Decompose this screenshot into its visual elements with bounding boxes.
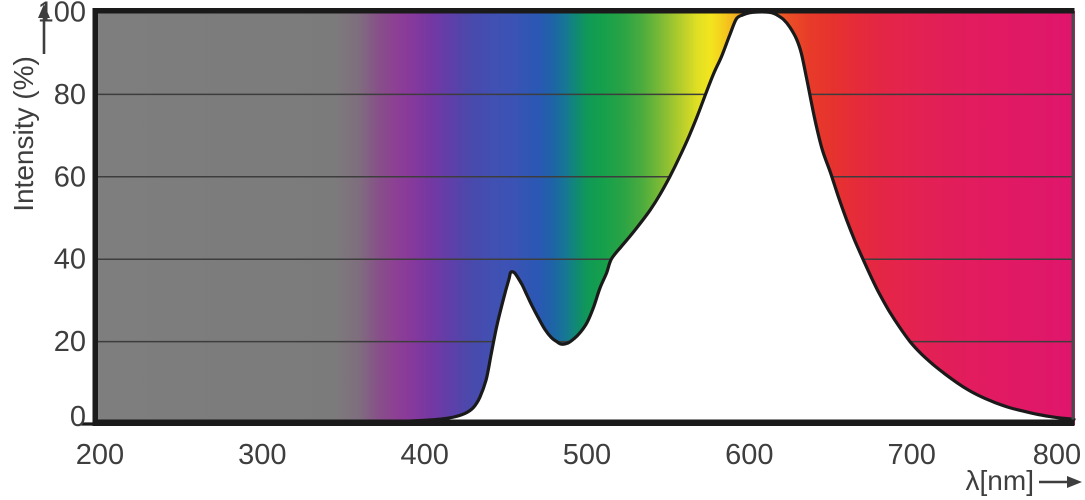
x-tick-labels: 200 300 400 500 600 700 800 [76, 439, 1081, 471]
y-tick-label: 40 [54, 244, 86, 276]
y-tick-label: 60 [54, 161, 86, 193]
spectrum-curve [80, 10, 1076, 426]
x-tick-label: 800 [1033, 439, 1081, 471]
y-tick-label: 80 [54, 79, 86, 111]
x-tick-label: 600 [725, 439, 773, 471]
axis-left [92, 8, 98, 426]
x-tick-label: 300 [238, 439, 286, 471]
y-tick-label: 20 [54, 326, 86, 358]
axis-top [92, 8, 1075, 14]
y-tick-label: 0 [70, 401, 86, 433]
plot-right-border [1071, 8, 1075, 426]
x-tick-label: 700 [888, 439, 936, 471]
x-axis-title: λ[nm] [966, 465, 1034, 496]
y-axis-title: Intensity (%) [8, 56, 39, 212]
under-curve-area [81, 11, 1074, 425]
x-tick-label: 500 [563, 439, 611, 471]
y-axis-arrow-icon [38, 4, 50, 54]
x-tick-label: 200 [76, 439, 124, 471]
plot-area [80, 8, 1076, 426]
x-axis-arrow-icon [1039, 476, 1082, 488]
axis-bottom [92, 419, 1075, 426]
x-tick-label: 400 [401, 439, 449, 471]
